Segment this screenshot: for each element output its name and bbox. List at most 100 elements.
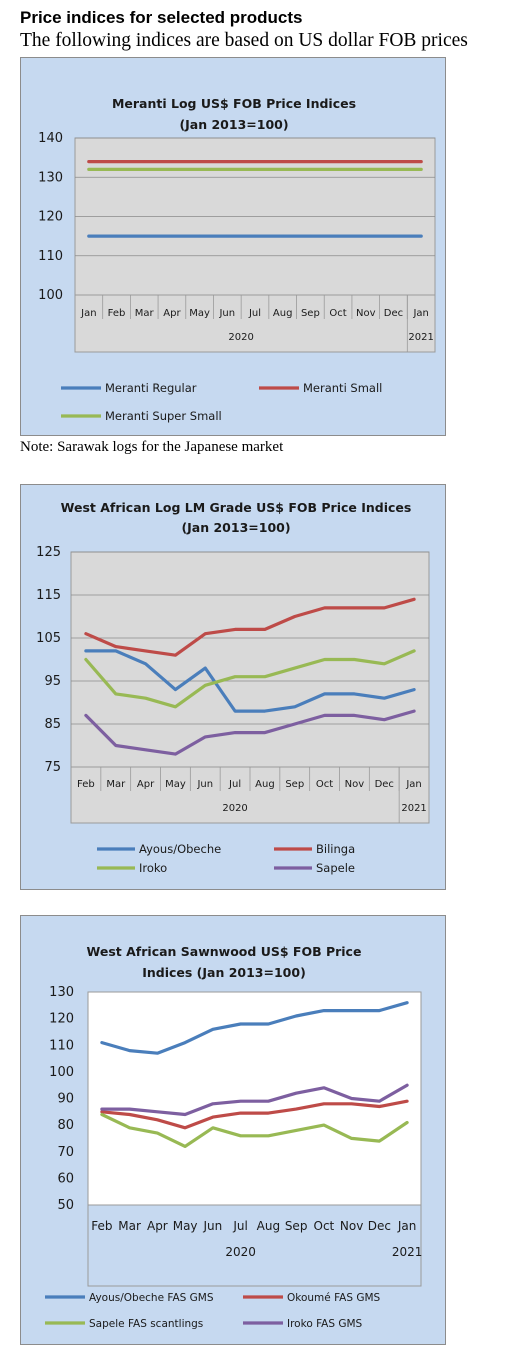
- data-point-meranti-regular: [115, 234, 118, 238]
- x-tick-label: Oct: [316, 779, 333, 790]
- data-point-ayous-obeche: [84, 649, 88, 653]
- data-point-iroko-fas-gms: [267, 1099, 270, 1103]
- data-point-meranti-small: [226, 160, 229, 163]
- y-tick-label: 120: [49, 1012, 74, 1027]
- data-point-bilinga: [353, 606, 356, 610]
- data-point-okoum-fas-gms: [267, 1111, 270, 1115]
- data-point-meranti-small: [198, 160, 201, 163]
- plot-area: [70, 551, 430, 768]
- data-point-ayous-obeche-fas-gms: [239, 1022, 242, 1026]
- data-point-meranti-small: [336, 160, 340, 163]
- year-label: 2021: [408, 332, 433, 343]
- series-line-iroko-fas-gms: [100, 1083, 409, 1117]
- west-african-log-chart: West African Log LM Grade US$ FOB Price …: [20, 484, 446, 890]
- data-point-meranti-super-small: [364, 168, 367, 171]
- section-subheading: The following indices are based on US do…: [20, 30, 468, 51]
- data-point-iroko: [412, 649, 416, 653]
- year-label: 2021: [392, 1245, 423, 1259]
- data-point-meranti-regular: [170, 234, 174, 238]
- x-tick-label: Nov: [345, 779, 365, 790]
- west-african-sawnwood-chart: West African Sawnwood US$ FOB Price Indic…: [20, 915, 446, 1345]
- data-point-ayous-obeche-fas-gms: [156, 1052, 159, 1055]
- data-point-sapele: [383, 718, 386, 721]
- chart-title: Meranti Log US$ FOB Price Indices: [112, 96, 356, 111]
- data-point-meranti-regular: [281, 234, 284, 238]
- data-point-bilinga: [84, 632, 88, 635]
- legend-label: Sapele FAS scantlings: [89, 1318, 203, 1330]
- data-point-ayous-obeche: [174, 688, 177, 691]
- series-line-iroko: [84, 649, 416, 709]
- x-tick-label: Apr: [137, 779, 155, 790]
- data-point-ayous-obeche-fas-gms: [378, 1009, 381, 1012]
- y-tick-label: 130: [49, 985, 74, 1000]
- y-tick-label: 70: [57, 1145, 74, 1160]
- data-point-iroko: [293, 666, 296, 670]
- data-point-meranti-regular: [392, 234, 395, 238]
- data-point-sapele-fas-scantlings: [100, 1113, 104, 1116]
- legend-label: Bilinga: [316, 842, 355, 856]
- x-tick-label: Apr: [163, 308, 181, 319]
- y-tick-label: 100: [49, 1065, 74, 1080]
- data-point-iroko-fas-gms: [128, 1107, 131, 1111]
- x-tick-label: Sep: [301, 308, 320, 319]
- data-point-sapele-fas-scantlings: [378, 1139, 381, 1143]
- data-point-ayous-obeche: [263, 709, 267, 713]
- west-african-sawnwood-chart-svg: West African Sawnwood US$ FOB Price Indic…: [45, 944, 423, 1330]
- data-point-sapele-fas-scantlings: [267, 1134, 270, 1137]
- data-point-ayous-obeche-fas-gms: [405, 1001, 409, 1004]
- y-tick-label: 85: [44, 717, 61, 732]
- y-tick-label: 95: [44, 674, 61, 689]
- data-point-iroko-fas-gms: [350, 1097, 353, 1100]
- data-point-meranti-regular: [336, 234, 340, 238]
- data-point-ayous-obeche: [323, 692, 326, 696]
- chart-title: Indices (Jan 2013=100): [142, 965, 306, 980]
- data-point-iroko: [263, 675, 267, 678]
- data-point-iroko: [114, 692, 117, 696]
- x-tick-label: Aug: [273, 308, 293, 319]
- data-point-meranti-super-small: [198, 168, 201, 171]
- data-point-bilinga: [383, 606, 386, 610]
- x-axis-box: [87, 1204, 422, 1287]
- data-point-sapele: [84, 714, 88, 717]
- data-point-okoum-fas-gms: [183, 1126, 187, 1129]
- data-point-ayous-obeche-fas-gms: [128, 1049, 131, 1052]
- data-point-sapele-fas-scantlings: [294, 1129, 298, 1132]
- x-tick-label: Jul: [232, 1219, 247, 1233]
- data-point-meranti-small: [364, 160, 367, 163]
- legend-label: Ayous/Obeche FAS GMS: [89, 1292, 214, 1304]
- data-point-okoum-fas-gms: [239, 1111, 242, 1115]
- meranti-chart: Meranti Log US$ FOB Price Indices (Jan 20…: [20, 57, 446, 436]
- x-tick-label: Nov: [340, 1219, 363, 1233]
- legend-label: Iroko: [139, 861, 167, 875]
- data-point-ayous-obeche-fas-gms: [183, 1041, 187, 1044]
- x-tick-label: Mar: [118, 1219, 141, 1233]
- data-point-sapele: [204, 735, 207, 739]
- legend-label: Ayous/Obeche: [139, 842, 221, 856]
- data-point-sapele-fas-scantlings: [156, 1131, 159, 1135]
- data-point-meranti-regular: [198, 234, 201, 238]
- data-point-bilinga: [263, 628, 267, 631]
- data-point-sapele: [233, 731, 237, 734]
- data-point-meranti-regular: [143, 234, 146, 238]
- x-tick-label: Oct: [329, 308, 346, 319]
- data-point-iroko: [233, 675, 237, 678]
- y-tick-label: 105: [36, 631, 61, 646]
- meranti-chart-svg: Meranti Log US$ FOB Price Indices (Jan 20…: [38, 96, 436, 423]
- data-point-iroko: [323, 658, 326, 661]
- data-point-okoum-fas-gms: [378, 1105, 381, 1108]
- legend-label: Iroko FAS GMS: [287, 1318, 363, 1330]
- data-point-iroko-fas-gms: [239, 1099, 242, 1103]
- data-point-sapele: [263, 731, 267, 734]
- x-tick-label: May: [173, 1219, 198, 1233]
- data-point-meranti-super-small: [309, 168, 312, 171]
- y-tick-label: 75: [44, 760, 61, 775]
- data-point-ayous-obeche: [293, 705, 296, 708]
- data-point-ayous-obeche-fas-gms: [294, 1014, 298, 1018]
- x-tick-label: Oct: [314, 1219, 335, 1233]
- data-point-okoum-fas-gms: [128, 1113, 131, 1116]
- data-point-meranti-regular: [226, 234, 229, 238]
- data-point-iroko-fas-gms: [405, 1083, 409, 1087]
- data-point-ayous-obeche-fas-gms: [322, 1009, 326, 1012]
- data-point-ayous-obeche: [353, 692, 356, 696]
- data-point-iroko: [174, 705, 177, 708]
